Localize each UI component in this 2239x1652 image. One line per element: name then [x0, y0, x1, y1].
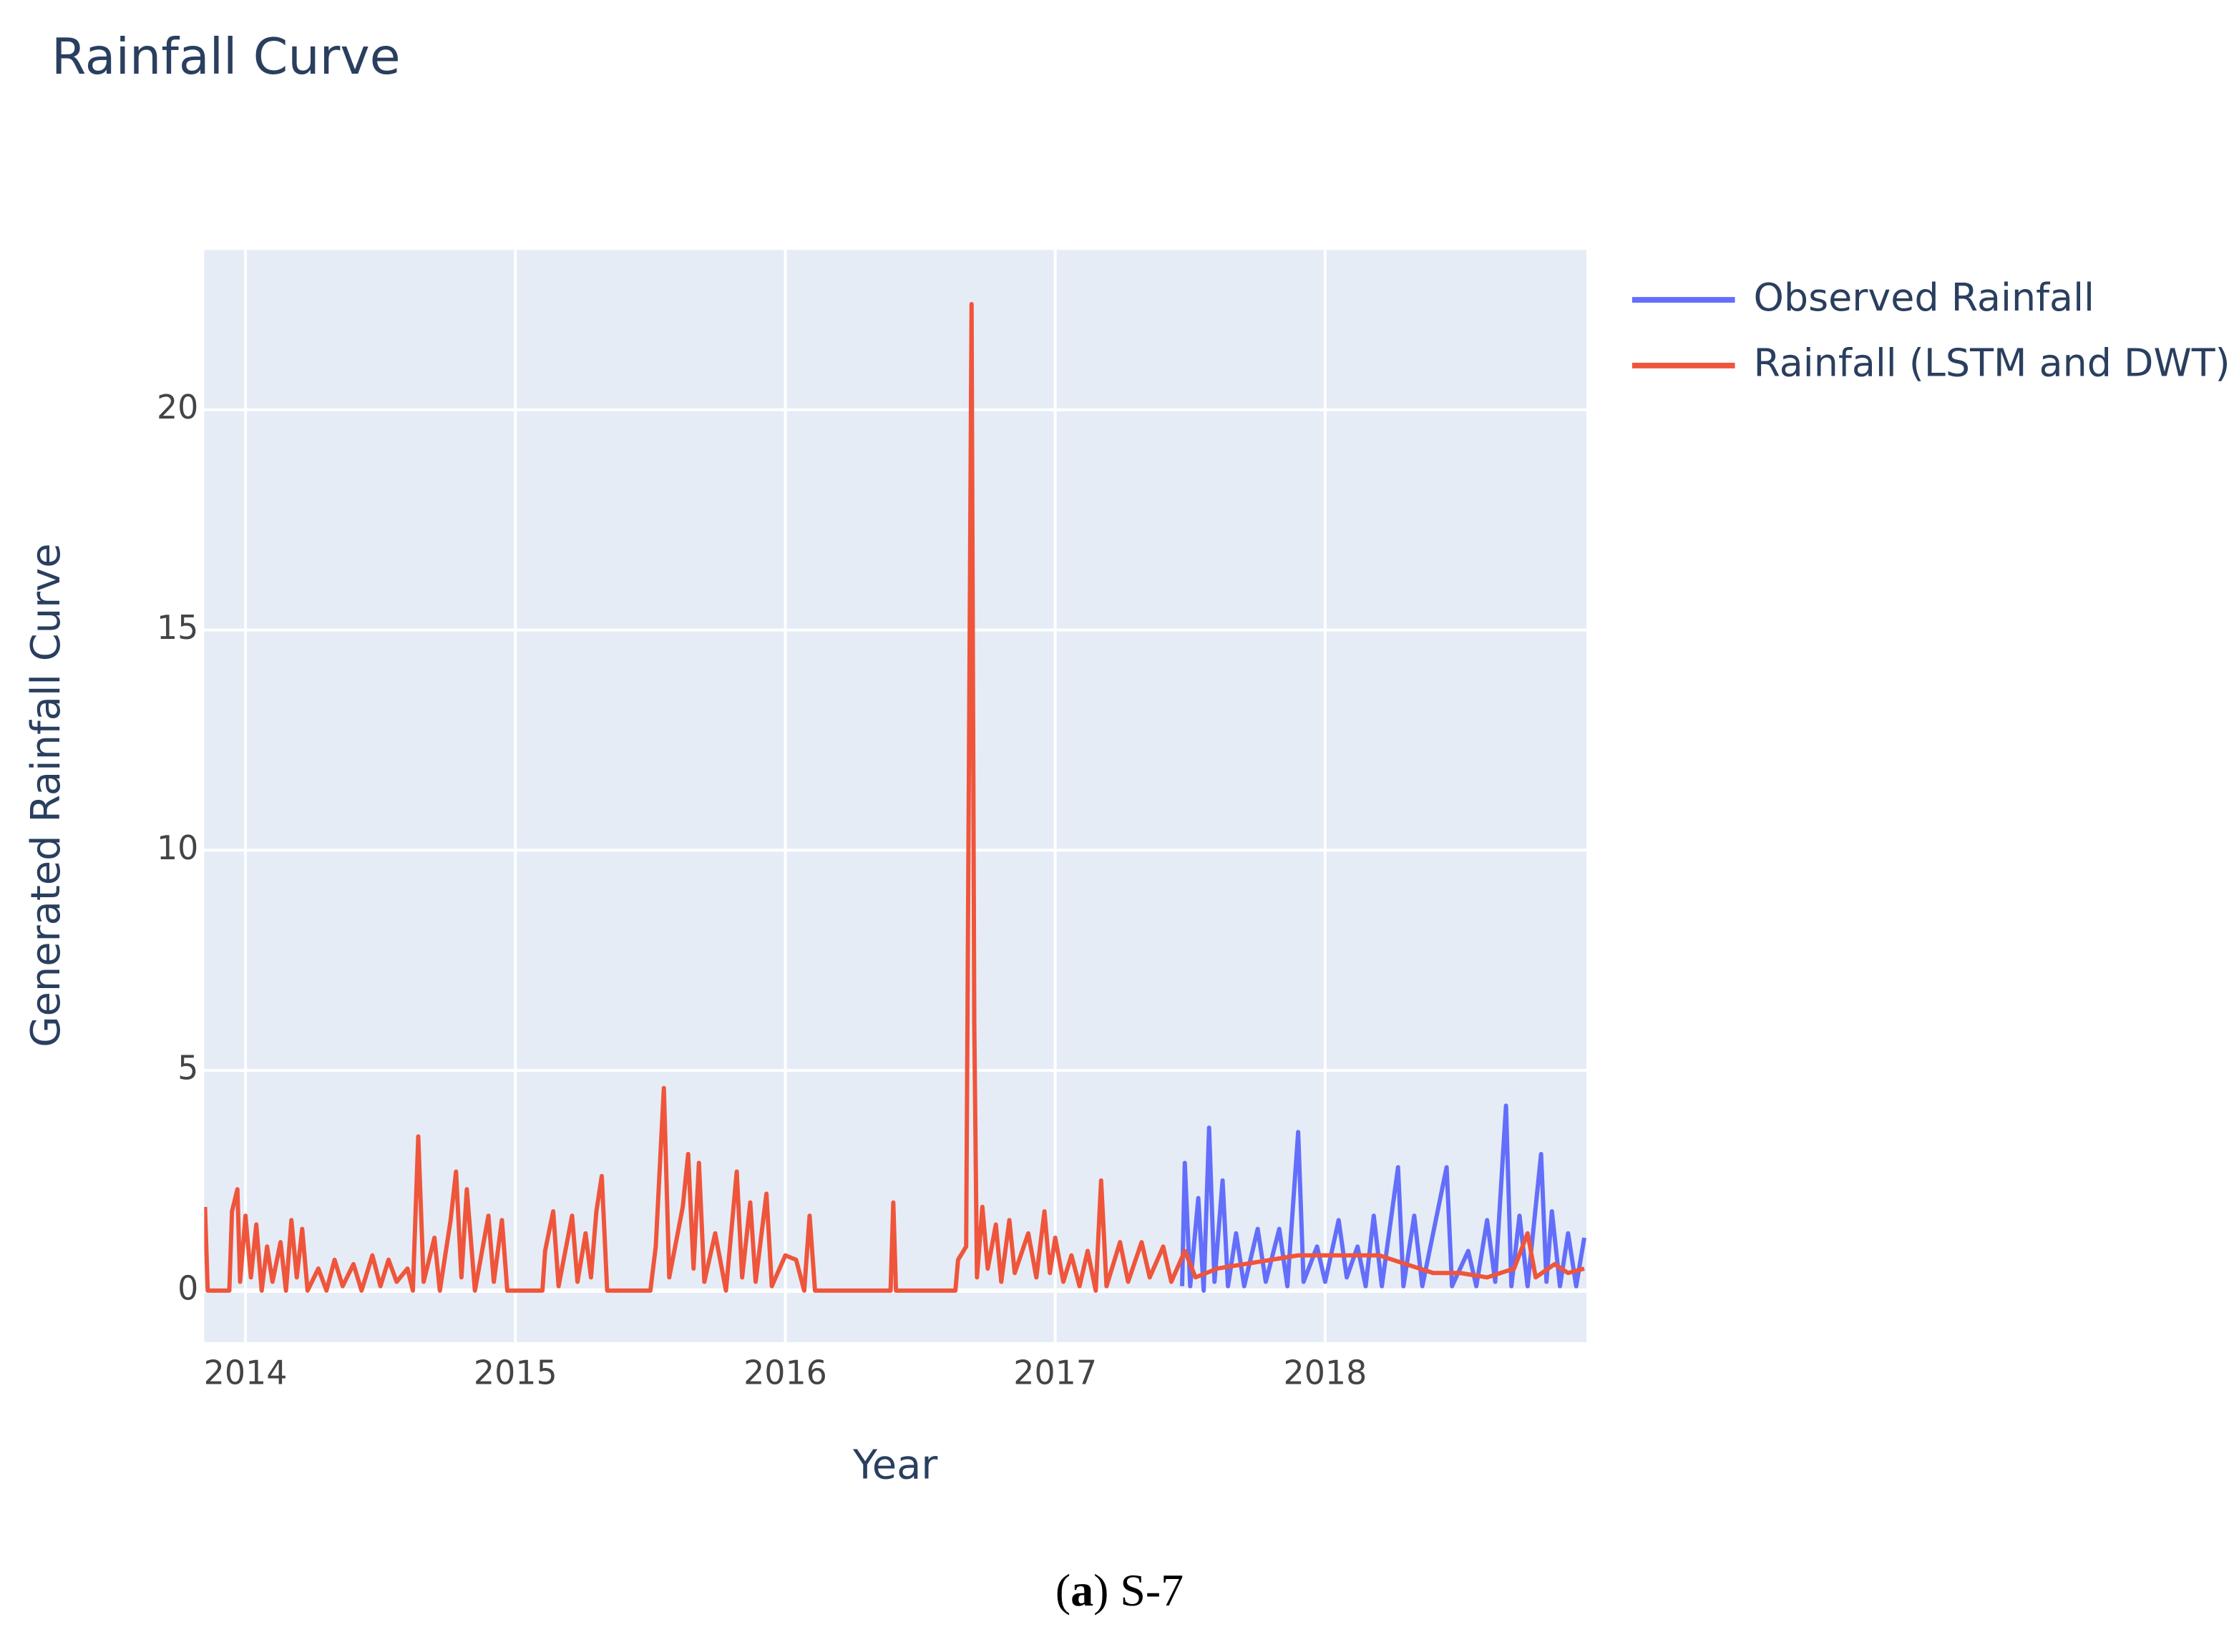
y-tick-label: 10 — [157, 829, 198, 867]
x-tick-label: 2016 — [743, 1353, 827, 1392]
lines — [204, 302, 1586, 1293]
grid — [204, 250, 1587, 1342]
y-tick-label: 5 — [177, 1049, 198, 1088]
x-tick-label: 2015 — [474, 1353, 557, 1392]
series-line — [204, 302, 1585, 1293]
y-tick-label: 15 — [157, 608, 198, 647]
x-tick-label: 2017 — [1013, 1353, 1097, 1392]
y-tick-label: 0 — [177, 1269, 198, 1307]
caption-label: a — [1070, 1565, 1093, 1616]
caption: (a) S-7 — [1055, 1565, 1184, 1616]
chart-title: Rainfall Curve — [52, 28, 401, 86]
legend-label: Rainfall (LSTM and DWT) — [1754, 341, 2230, 386]
x-axis-title: Year — [852, 1442, 937, 1489]
y-axis-title: Generated Rainfall Curve — [23, 543, 69, 1047]
y-tick-label: 20 — [157, 388, 198, 426]
plot-area — [204, 250, 1587, 1342]
x-tick-label: 2014 — [204, 1353, 288, 1392]
caption-suffix: ) S-7 — [1093, 1565, 1184, 1616]
legend: Observed Rainfall Rainfall (LSTM and DWT) — [1631, 275, 2230, 386]
caption-prefix: ( — [1055, 1565, 1070, 1616]
x-tick-label: 2018 — [1284, 1353, 1367, 1392]
legend-label: Observed Rainfall — [1754, 275, 2094, 320]
series-line — [1179, 1103, 1586, 1293]
